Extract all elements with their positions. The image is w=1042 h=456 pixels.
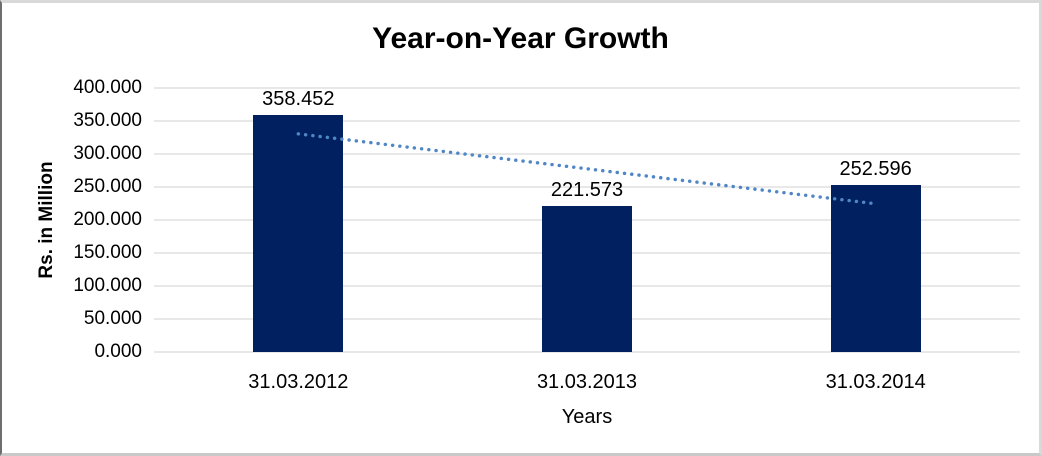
- y-tick-label: 350.000: [73, 110, 142, 131]
- bar-data-label: 358.452: [262, 88, 335, 111]
- bar: [542, 205, 632, 352]
- bar-data-label: 221.573: [550, 178, 624, 201]
- y-tick-label: 400.000: [73, 77, 142, 98]
- y-tick-label: 0.000: [94, 341, 142, 362]
- y-tick-label: 50.000: [83, 308, 142, 329]
- bar: [830, 185, 921, 352]
- y-tick-label: 300.000: [73, 143, 142, 164]
- y-tick-label: 150.000: [73, 242, 142, 263]
- y-tick-label: 250.000: [73, 176, 142, 197]
- y-tick-label: 200.000: [73, 209, 142, 230]
- y-tick-label: 100.000: [73, 275, 142, 296]
- bar: [253, 115, 344, 352]
- bar-data-label: 252.596: [839, 158, 912, 181]
- x-tick-label: 31.03.2012: [248, 371, 349, 393]
- x-axis-title: Years: [561, 406, 613, 428]
- x-tick-label: 31.03.2014: [825, 371, 926, 393]
- chart-title: Year-on-Year Growth: [372, 22, 669, 55]
- x-tick-label: 31.03.2013: [536, 371, 638, 393]
